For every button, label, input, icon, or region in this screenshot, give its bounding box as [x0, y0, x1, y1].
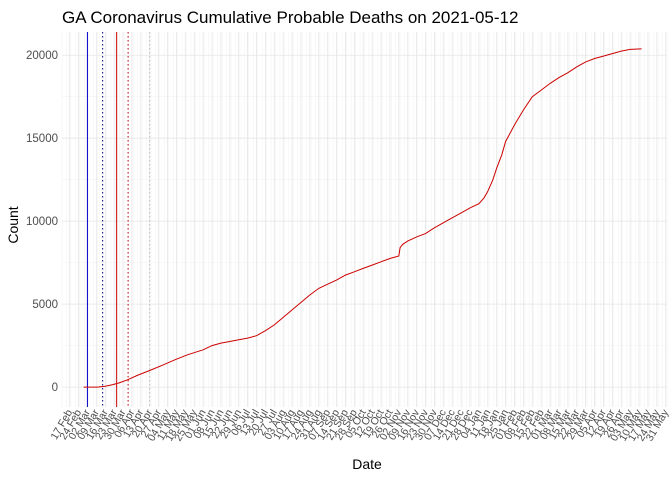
y-tick-label: 0	[52, 382, 58, 394]
series-group	[83, 48, 642, 388]
y-tick-label: 10000	[26, 216, 58, 228]
y-tick-label: 5000	[32, 299, 58, 311]
y-tick-label: 15000	[26, 133, 58, 145]
y-tick-labels: 0 5000 10000 15000 20000	[26, 50, 58, 394]
major-gridlines	[62, 32, 667, 407]
y-tick-label: 20000	[26, 50, 58, 62]
y-axis-title: Count	[5, 206, 21, 243]
chart-title: GA Coronavirus Cumulative Probable Death…	[62, 8, 518, 27]
minor-gridlines	[61, 32, 668, 407]
series-line	[83, 48, 642, 388]
reference-lines	[86, 32, 151, 407]
x-axis-title: Date	[352, 456, 382, 472]
